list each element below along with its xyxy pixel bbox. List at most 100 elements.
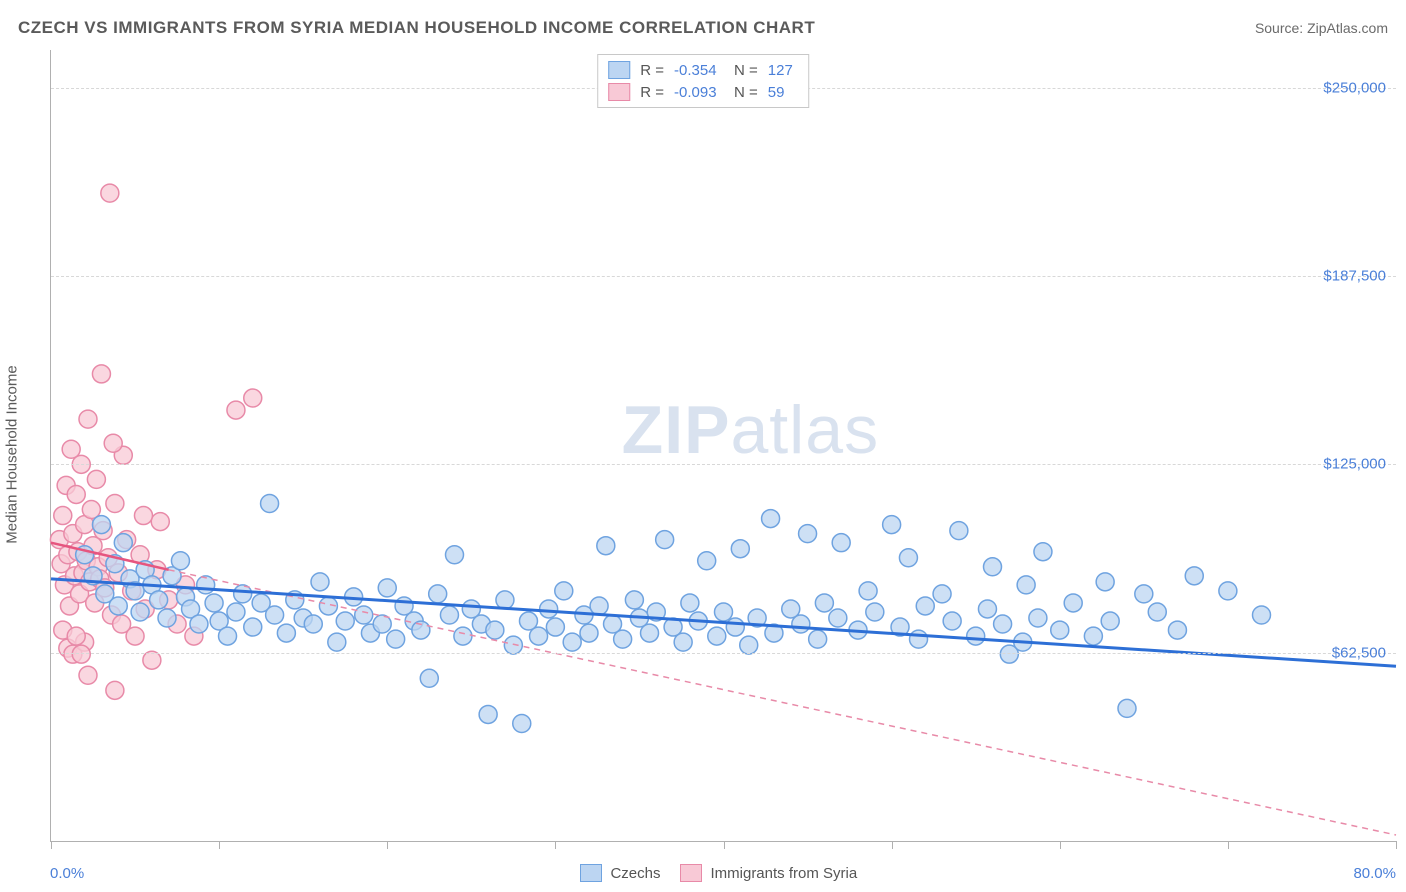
x-tick	[1228, 841, 1229, 849]
data-point	[590, 597, 608, 615]
data-point	[1185, 567, 1203, 585]
data-point	[1034, 543, 1052, 561]
source-attribution: Source: ZipAtlas.com	[1255, 20, 1388, 36]
data-point	[244, 618, 262, 636]
x-tick	[1396, 841, 1397, 849]
data-point	[563, 633, 581, 651]
data-point	[513, 714, 531, 732]
stats-n-value: 59	[768, 84, 798, 101]
data-point	[899, 549, 917, 567]
data-point	[479, 705, 497, 723]
data-point	[106, 495, 124, 513]
data-point	[681, 594, 699, 612]
data-point	[984, 558, 1002, 576]
data-point	[109, 597, 127, 615]
data-point	[1135, 585, 1153, 603]
y-axis-label: Median Household Income	[4, 365, 21, 543]
data-point	[1029, 609, 1047, 627]
gridline	[51, 464, 1396, 465]
data-point	[726, 618, 744, 636]
data-point	[150, 591, 168, 609]
data-point	[79, 410, 97, 428]
data-point	[950, 522, 968, 540]
data-point	[994, 615, 1012, 633]
stats-swatch	[608, 83, 630, 101]
data-point	[67, 627, 85, 645]
data-point	[261, 495, 279, 513]
chart-header: CZECH VS IMMIGRANTS FROM SYRIA MEDIAN HO…	[18, 18, 1388, 38]
data-point	[131, 603, 149, 621]
data-point	[698, 552, 716, 570]
correlation-stats-box: R =-0.354N =127R =-0.093N =59	[597, 54, 809, 108]
data-point	[106, 681, 124, 699]
gridline	[51, 276, 1396, 277]
data-point	[440, 606, 458, 624]
data-point	[446, 546, 464, 564]
x-tick	[724, 841, 725, 849]
data-point	[731, 540, 749, 558]
x-tick	[219, 841, 220, 849]
data-point	[336, 612, 354, 630]
data-point	[792, 615, 810, 633]
data-point	[266, 606, 284, 624]
data-point	[79, 666, 97, 684]
data-point	[104, 434, 122, 452]
data-point	[429, 585, 447, 603]
x-axis-row: 0.0% CzechsImmigrants from Syria 80.0%	[50, 864, 1396, 882]
x-tick	[555, 841, 556, 849]
y-tick-label: $125,000	[1323, 456, 1386, 473]
data-point	[625, 591, 643, 609]
data-point	[967, 627, 985, 645]
data-point	[530, 627, 548, 645]
stats-n-label: N =	[734, 84, 758, 101]
data-point	[454, 627, 472, 645]
stats-r-label: R =	[640, 62, 664, 79]
data-point	[328, 633, 346, 651]
data-point	[762, 510, 780, 528]
x-tick	[892, 841, 893, 849]
data-point	[151, 513, 169, 531]
data-point	[546, 618, 564, 636]
data-point	[1219, 582, 1237, 600]
data-point	[1051, 621, 1069, 639]
data-point	[387, 630, 405, 648]
stats-r-label: R =	[640, 84, 664, 101]
data-point	[910, 630, 928, 648]
gridline	[51, 653, 1396, 654]
data-point	[205, 594, 223, 612]
y-tick-label: $187,500	[1323, 268, 1386, 285]
data-point	[134, 507, 152, 525]
data-point	[190, 615, 208, 633]
data-point	[829, 609, 847, 627]
data-point	[420, 669, 438, 687]
data-point	[114, 534, 132, 552]
stats-n-value: 127	[768, 62, 798, 79]
legend-item: Czechs	[580, 864, 660, 882]
data-point	[641, 624, 659, 642]
data-point	[1017, 576, 1035, 594]
x-axis-min-label: 0.0%	[50, 865, 84, 882]
data-point	[1101, 612, 1119, 630]
data-point	[866, 603, 884, 621]
data-point	[815, 594, 833, 612]
source-name: ZipAtlas.com	[1307, 20, 1388, 36]
data-point	[715, 603, 733, 621]
data-point	[1118, 699, 1136, 717]
data-point	[674, 633, 692, 651]
data-point	[101, 184, 119, 202]
data-point	[378, 579, 396, 597]
data-point	[540, 600, 558, 618]
data-point	[555, 582, 573, 600]
data-point	[355, 606, 373, 624]
data-point	[1064, 594, 1082, 612]
stats-row: R =-0.093N =59	[608, 81, 798, 103]
data-point	[978, 600, 996, 618]
data-point	[799, 525, 817, 543]
data-point	[580, 624, 598, 642]
y-tick-label: $62,500	[1332, 644, 1386, 661]
data-point	[1096, 573, 1114, 591]
data-point	[1148, 603, 1166, 621]
data-point	[311, 573, 329, 591]
data-point	[708, 627, 726, 645]
legend-label: Czechs	[610, 865, 660, 882]
